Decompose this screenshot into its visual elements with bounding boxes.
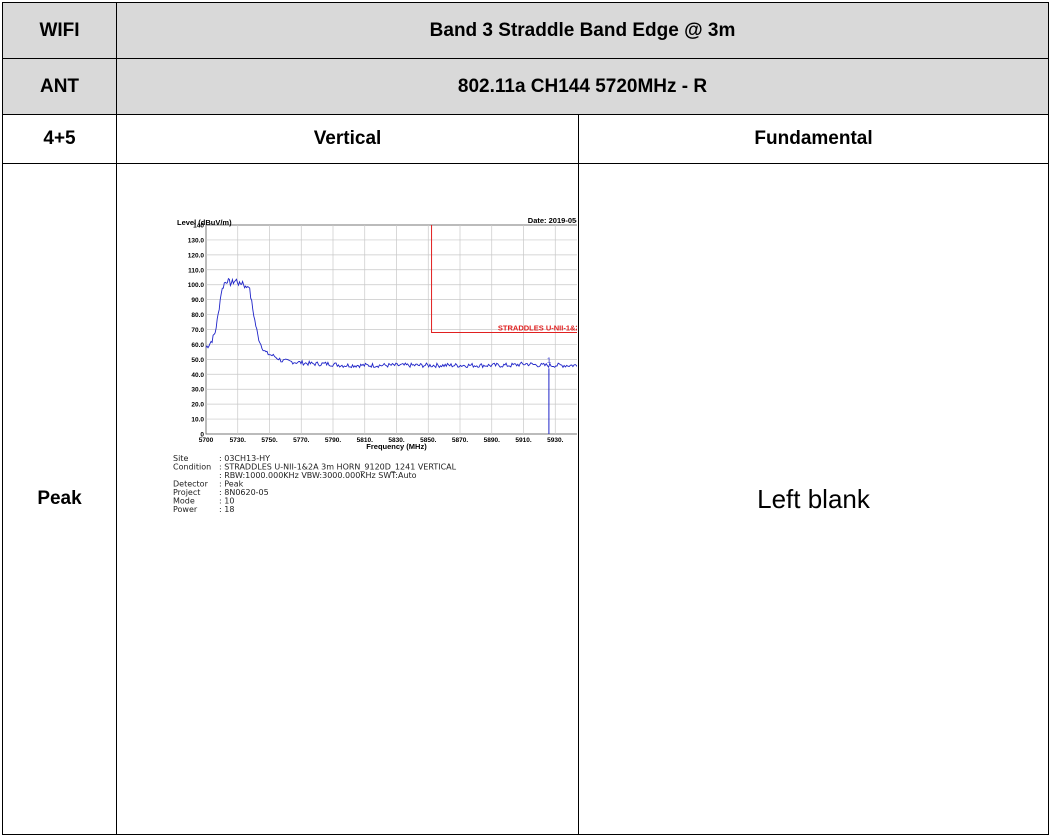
info-value: : 18: [219, 505, 234, 514]
plot-grid: [206, 225, 577, 434]
info-value: : 8N0620-05: [219, 488, 269, 497]
plot-cell: 0 10.0 20.0 30.0 40.0 50.0 60.0 70.0 80.0 90.0 100…: [116, 163, 579, 835]
info-value: : Peak: [219, 480, 244, 489]
x-tick-label: 5870.: [452, 437, 468, 444]
y-tick-label: 40.0: [191, 372, 204, 379]
y-tick-label: 140: [193, 223, 204, 230]
y-tick-label: 10.0: [191, 417, 204, 424]
info-key: Site: [173, 454, 188, 463]
wifi-label: WIFI: [2, 2, 117, 59]
y-tick-label: 90.0: [191, 297, 204, 304]
y-tick-label: 110.0: [188, 267, 204, 274]
x-tick-label: 5850.: [420, 437, 436, 444]
y-tick-label: 70.0: [191, 327, 204, 334]
x-tick-label: 5810.: [357, 437, 373, 444]
info-value: : RBW:1000.000KHz VBW:3000.000KHz SWT:Au…: [219, 471, 417, 480]
info-value: : 03CH13-HY: [219, 454, 270, 463]
y-tick-label: 80.0: [191, 312, 204, 319]
x-axis-label: Frequency (MHz): [366, 442, 427, 451]
x-tick-labels: 5700 5730. 5750. 5770. 5790. 5810. 5830. 5850. 5…: [199, 437, 564, 444]
y-tick-labels: 0 10.0 20.0 30.0 40.0 50.0 60.0 70.0 80.0 90.0 100…: [188, 223, 205, 439]
info-value: : 10: [219, 497, 234, 506]
info-key: Condition: [173, 463, 211, 472]
spectrum-plot: 0 10.0 20.0 30.0 40.0 50.0 60.0 70.0 80.0 90.0 100…: [173, 216, 577, 514]
x-tick-label: 5930.: [547, 437, 563, 444]
marker-label: 1: [547, 355, 551, 364]
report-title: Band 3 Straddle Band Edge @ 3m: [115, 2, 1050, 59]
spectrum-trace: [205, 277, 577, 369]
y-axis-label: Level (dBuV/m): [177, 218, 232, 227]
ant-value: 4+5: [2, 114, 117, 164]
limit-line-label: STRADDLES U-NII-1&2A: [498, 323, 577, 332]
x-tick-label: 5730.: [230, 437, 246, 444]
y-tick-label: 100.0: [188, 282, 205, 289]
y-tick-label: 20.0: [191, 402, 204, 409]
limit-line: [431, 225, 577, 333]
x-tick-label: 5910.: [515, 437, 531, 444]
y-tick-label: 130.0: [188, 237, 205, 244]
y-tick-label: 30.0: [191, 387, 204, 394]
y-tick-label: 50.0: [191, 357, 204, 364]
y-tick-label: 60.0: [191, 342, 204, 349]
header-row-ant: ANT 802.11a CH144 5720MHz - R: [2, 58, 1050, 115]
info-key: Detector: [173, 480, 209, 489]
x-tick-label: 5790.: [325, 437, 341, 444]
header-row-wifi: WIFI Band 3 Straddle Band Edge @ 3m: [2, 2, 1050, 59]
report-subtitle: 802.11a CH144 5720MHz - R: [115, 58, 1050, 115]
info-key: Power: [173, 505, 198, 514]
peak-label: Peak: [2, 163, 117, 835]
x-tick-label: 5830.: [388, 437, 404, 444]
info-value: : STRADDLES U-NII-1&2A 3m HORN_9120D_124…: [219, 463, 457, 472]
info-key: Mode: [173, 497, 195, 506]
y-tick-label: 0: [200, 432, 204, 439]
x-tick-label: 5700: [199, 437, 214, 444]
vertical-header: Vertical: [116, 114, 579, 164]
plot-container: 0 10.0 20.0 30.0 40.0 50.0 60.0 70.0 80.0 90.0 100…: [117, 164, 577, 834]
x-tick-label: 5750.: [261, 437, 277, 444]
ant-label: ANT: [2, 58, 117, 115]
plot-info-block: Site : 03CH13-HY Condition : STRADDLES U-NI…: [173, 454, 457, 514]
fundamental-blank: Left blank: [577, 163, 1050, 835]
info-key: Project: [173, 488, 200, 497]
peak-row: Peak 0 10.0 20.0 30.0 40.0 50.0 60.0 70.0 80.0 90…: [2, 163, 1050, 835]
column-header-row: 4+5 Vertical Fundamental: [2, 114, 1050, 164]
y-tick-label: 120.0: [188, 252, 205, 259]
fundamental-header: Fundamental: [577, 114, 1050, 164]
plot-date: Date: 2019-05-25: [528, 216, 577, 225]
x-tick-label: 5770.: [293, 437, 309, 444]
x-tick-label: 5890.: [484, 437, 500, 444]
